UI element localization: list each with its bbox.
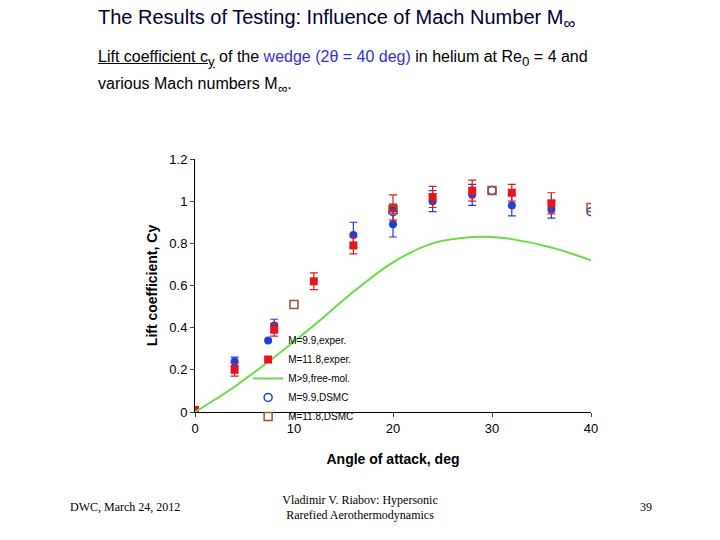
svg-text:Angle of attack, deg: Angle of attack, deg <box>326 451 459 467</box>
svg-text:10: 10 <box>287 421 301 436</box>
svg-text:0: 0 <box>191 421 198 436</box>
svg-text:M=11.8,DSMC: M=11.8,DSMC <box>288 411 353 422</box>
svg-text:0: 0 <box>180 405 187 420</box>
svg-text:20: 20 <box>386 421 400 436</box>
svg-text:M=9.9,DSMC: M=9.9,DSMC <box>288 392 348 403</box>
html-text:Lift coefficient cyof the wedg: Lift coefficient cyof the wedge (2θ = 40… <box>98 48 588 97</box>
html-text:The Results of Testing: Influe: The Results of Testing: Influence of Mac… <box>98 6 576 33</box>
html-text:Rarefied Aerothermodynamics: Rarefied Aerothermodynamics <box>286 508 434 522</box>
svg-text:0.6: 0.6 <box>169 278 187 293</box>
svg-text:1.2: 1.2 <box>169 152 187 167</box>
svg-text:M=9.9,exper.: M=9.9,exper. <box>288 335 346 346</box>
html-text:39: 39 <box>640 500 652 514</box>
svg-text:Lift coefficient, Cy: Lift coefficient, Cy <box>144 225 160 347</box>
svg-text:0.2: 0.2 <box>169 362 187 377</box>
svg-text:0.4: 0.4 <box>169 320 187 335</box>
svg-text:40: 40 <box>584 421 598 436</box>
svg-text:0.8: 0.8 <box>169 236 187 251</box>
svg-text:M=11.8,exper.: M=11.8,exper. <box>288 354 351 365</box>
svg-text:1: 1 <box>180 194 187 209</box>
svg-text:30: 30 <box>485 421 499 436</box>
svg-text:M>9,free-mol.: M>9,free-mol. <box>288 373 350 384</box>
html-text:Vladimir V. Riabov: Hypersonic: Vladimir V. Riabov: Hypersonic <box>282 493 438 507</box>
html-text:DWC, March 24, 2012: DWC, March 24, 2012 <box>70 500 181 514</box>
